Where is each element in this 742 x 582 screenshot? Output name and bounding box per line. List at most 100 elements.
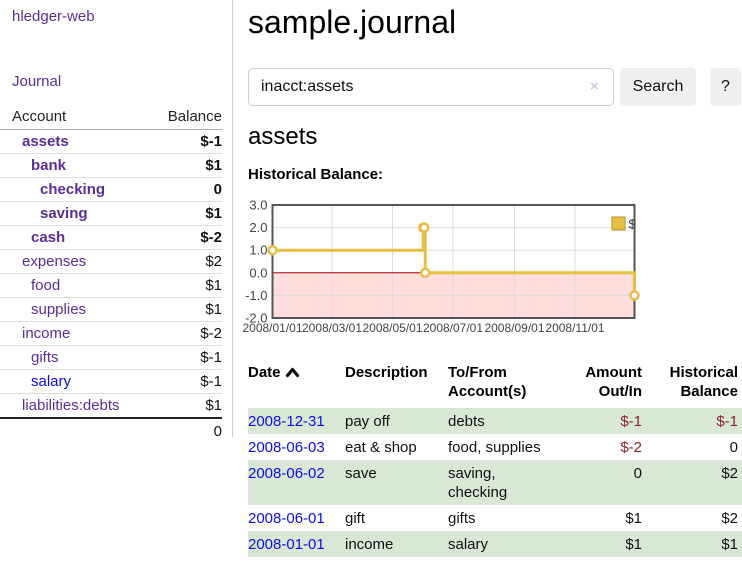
account-link-assets[interactable]: assets <box>22 133 69 150</box>
accounts-header-account: Account <box>0 104 153 130</box>
svg-text:2008/05/01: 2008/05/01 <box>362 321 422 335</box>
register-table: Date Description To/From Account(s) Amou… <box>248 361 742 557</box>
transaction-balance: $-1 <box>716 412 738 430</box>
register-row: 2008-01-01 income salary $1 $1 <box>248 531 742 557</box>
svg-text:-1.0: -1.0 <box>245 288 267 303</box>
account-row: gifts $-1 <box>0 345 222 370</box>
account-link-food[interactable]: food <box>31 277 61 294</box>
transaction-balance: $2 <box>721 464 738 482</box>
svg-text:0.0: 0.0 <box>249 265 267 280</box>
register-header-amount: Amount Out/In <box>585 364 642 400</box>
transaction-accounts: gifts <box>448 509 476 527</box>
page-title: sample.journal <box>248 4 457 40</box>
account-balance: $1 <box>152 297 222 322</box>
account-balance: $-1 <box>152 369 222 394</box>
register-row: 2008-06-03 eat & shop food, supplies $-2… <box>248 434 742 460</box>
account-link-bank[interactable]: bank <box>31 157 67 174</box>
account-row: income $-2 <box>0 321 222 346</box>
account-row: salary $-1 <box>0 369 222 394</box>
accounts-header-balance: Balance <box>152 104 222 130</box>
transaction-date-link[interactable]: 2008-06-01 <box>248 509 325 527</box>
register-header-date[interactable]: Date <box>248 361 345 408</box>
transaction-amount: $-1 <box>620 412 642 430</box>
transaction-accounts: saving, checking <box>448 464 508 501</box>
account-row: supplies $1 <box>0 297 222 322</box>
account-link-checking[interactable]: checking <box>40 181 106 198</box>
sort-ascending-icon <box>285 367 299 378</box>
account-balance: $-1 <box>200 133 222 150</box>
register-row: 2008-06-01 gift gifts $1 $2 <box>248 505 742 531</box>
register-row: 2008-12-31 pay off debts $-1 $-1 <box>248 408 742 434</box>
account-balance: $-2 <box>152 321 222 346</box>
app-brand-link[interactable]: hledger-web <box>12 8 95 25</box>
transaction-amount: $1 <box>625 535 642 553</box>
account-balance: $-2 <box>152 225 222 250</box>
accounts-total-value: 0 <box>152 417 222 443</box>
account-balance: $1 <box>152 153 222 178</box>
account-link-income[interactable]: income <box>22 325 71 342</box>
help-button[interactable]: ? <box>710 68 741 106</box>
svg-text:$: $ <box>629 217 637 232</box>
account-row: checking 0 <box>0 177 222 202</box>
register-header-accounts: To/From Account(s) <box>448 364 527 400</box>
account-row: expenses $2 <box>0 249 222 274</box>
account-row: food $1 <box>0 273 222 298</box>
svg-text:-2.0: -2.0 <box>245 311 267 326</box>
account-link-saving[interactable]: saving <box>40 205 88 222</box>
transaction-description: eat & shop <box>345 438 417 456</box>
account-link-supplies[interactable]: supplies <box>31 301 87 318</box>
transaction-description: income <box>345 535 394 553</box>
svg-text:2.0: 2.0 <box>249 220 267 235</box>
svg-text:2008/03/01: 2008/03/01 <box>302 321 362 335</box>
transaction-date-link[interactable]: 2008-01-01 <box>248 535 325 553</box>
svg-text:2008/11/01: 2008/11/01 <box>545 321 604 335</box>
chart-title: Historical Balance: <box>248 166 384 183</box>
account-row: saving $1 <box>0 201 222 226</box>
account-link-cash[interactable]: cash <box>31 229 66 246</box>
transaction-amount: $1 <box>625 509 642 527</box>
account-title: assets <box>248 123 318 150</box>
transaction-description: save <box>345 464 377 482</box>
account-row: liabilities:debts $1 <box>0 393 222 418</box>
transaction-description: pay off <box>345 412 390 430</box>
register-header-description: Description <box>345 364 428 381</box>
svg-text:2008/07/01: 2008/07/01 <box>423 321 483 335</box>
register-row: 2008-06-02 save saving, checking 0 $2 <box>248 460 742 505</box>
account-link-liabilities-debts[interactable]: liabilities:debts <box>22 397 120 414</box>
sidebar-item-journal[interactable]: Journal <box>12 73 62 90</box>
svg-text:1.0: 1.0 <box>249 243 267 258</box>
svg-text:2008/09/01: 2008/09/01 <box>484 321 544 335</box>
accounts-table: Account Balance assets $-1 bank $1 checkin… <box>0 104 222 443</box>
transaction-accounts: debts <box>448 412 485 430</box>
account-balance: $1 <box>152 273 222 298</box>
transaction-description: gift <box>345 509 366 527</box>
account-link-gifts[interactable]: gifts <box>31 349 59 366</box>
register-header-balance: Historical Balance <box>669 364 738 400</box>
search-form: × Search ? <box>248 68 742 106</box>
svg-text:2008/01/01: 2008/01/01 <box>242 321 302 335</box>
transaction-amount: $-2 <box>620 438 642 456</box>
transaction-accounts: salary <box>448 535 489 553</box>
svg-text:3.0: 3.0 <box>249 198 267 213</box>
account-link-salary[interactable]: salary <box>31 373 72 390</box>
transaction-balance: $2 <box>721 509 738 527</box>
account-row: cash $-2 <box>0 225 222 250</box>
account-row: assets $-1 <box>0 130 222 154</box>
account-balance: 0 <box>152 177 222 202</box>
transaction-date-link[interactable]: 2008-06-02 <box>248 464 325 482</box>
search-button[interactable]: Search <box>620 68 696 106</box>
account-balance: $2 <box>152 249 222 274</box>
transaction-date-link[interactable]: 2008-06-03 <box>248 438 325 456</box>
transaction-balance: 0 <box>729 438 738 456</box>
transaction-amount: 0 <box>633 464 642 482</box>
account-link-expenses[interactable]: expenses <box>22 253 87 270</box>
search-input[interactable] <box>248 68 614 106</box>
account-balance: $1 <box>152 393 222 418</box>
accounts-total-row: 0 <box>0 417 222 443</box>
account-balance: $1 <box>152 201 222 226</box>
transaction-date-link[interactable]: 2008-12-31 <box>248 412 325 430</box>
account-row: bank $1 <box>0 153 222 178</box>
historical-balance-chart: $3.0 2.0 1.0 0.0 -1.0 -2.0 2008/01/01 2008/03/0… <box>240 198 742 340</box>
sidebar-divider <box>232 0 233 437</box>
clear-search-icon[interactable]: × <box>590 78 599 95</box>
